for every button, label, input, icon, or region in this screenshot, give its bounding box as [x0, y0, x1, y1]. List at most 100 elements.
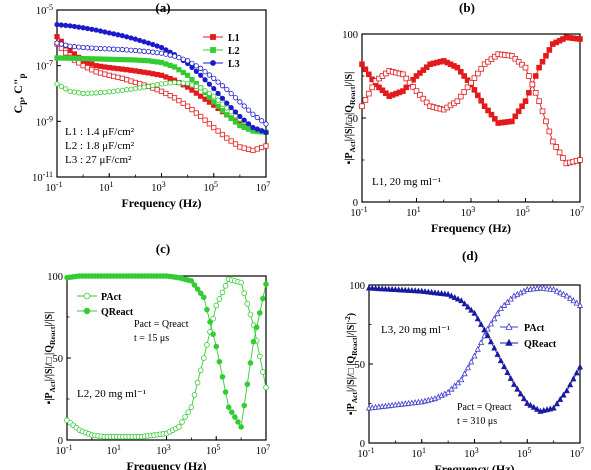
data-point [206, 99, 212, 105]
data-point [491, 315, 498, 322]
data-point [428, 288, 435, 295]
data-point [58, 55, 64, 61]
data-point [504, 369, 511, 376]
data-point [216, 358, 223, 365]
data-point [54, 40, 60, 46]
data-point [532, 90, 539, 96]
data-point [228, 104, 234, 111]
data-point [563, 292, 570, 299]
data-point [124, 57, 130, 63]
data-point [454, 379, 462, 386]
data-point [171, 64, 178, 70]
data-point [475, 92, 481, 99]
data-point [573, 369, 580, 376]
legend-marker [83, 292, 91, 300]
data-point [213, 302, 220, 309]
data-point [71, 89, 78, 95]
data-point [204, 342, 210, 348]
data-point [167, 75, 173, 82]
legend-marker [210, 47, 216, 53]
data-point [492, 116, 498, 122]
legend-marker [210, 60, 216, 66]
data-point [532, 73, 539, 79]
series-c-1 [64, 273, 269, 430]
data-point [141, 69, 147, 75]
data-point [158, 81, 165, 87]
data-point [487, 320, 495, 327]
data-point [438, 290, 445, 297]
data-point [219, 83, 226, 89]
data-point [119, 87, 125, 93]
data-point [189, 60, 195, 66]
data-point [501, 363, 508, 370]
data-point [237, 99, 243, 105]
y-tick-label: 0 [58, 436, 63, 447]
data-point [132, 47, 138, 54]
data-point [89, 45, 95, 51]
y-tick-label: 50 [348, 114, 359, 125]
data-point [539, 108, 546, 115]
data-point [461, 89, 467, 95]
data-point [89, 61, 95, 67]
data-point [232, 119, 239, 125]
equality-annotation: Pact = Qreact [134, 319, 189, 330]
data-point [224, 86, 230, 93]
data-point [451, 382, 458, 389]
data-point [254, 114, 260, 121]
data-point [560, 290, 567, 297]
data-point [119, 57, 125, 63]
data-point [163, 90, 169, 97]
data-point [241, 290, 248, 297]
data-point [549, 138, 556, 145]
data-point [124, 77, 130, 83]
data-point [202, 117, 208, 123]
data-point [97, 56, 104, 62]
data-point [141, 84, 147, 90]
data-point [198, 93, 204, 99]
data-point [537, 284, 544, 291]
data-point [132, 85, 138, 92]
data-point [198, 85, 204, 91]
chart-title-a: (a) [155, 0, 170, 15]
data-point [250, 338, 257, 345]
data-point [366, 90, 372, 97]
time-annotation: t = 310 μs [457, 416, 497, 427]
data-point [247, 311, 254, 318]
data-point [445, 388, 452, 395]
sample-annotation: L2, 20 mg ml⁻¹ [77, 388, 146, 400]
data-point [241, 402, 248, 409]
data-point [245, 126, 252, 132]
data-point [204, 306, 210, 313]
data-point [141, 39, 147, 45]
data-point [182, 414, 188, 420]
data-point [102, 56, 108, 62]
data-point [237, 144, 243, 150]
data-point [102, 89, 108, 95]
data-point [206, 72, 212, 78]
data-point [263, 281, 269, 288]
data-point [171, 79, 178, 86]
data-point [260, 369, 266, 375]
x-tick-label: 105 [204, 180, 219, 194]
data-point [491, 344, 498, 351]
legend-label: L1 [228, 33, 240, 44]
y-tick-label: 100 [342, 30, 358, 41]
data-point [102, 29, 108, 35]
data-point [215, 97, 221, 103]
data-point [63, 55, 69, 61]
data-point [194, 286, 201, 292]
data-point [464, 303, 471, 310]
data-point [362, 66, 369, 73]
y-tick-label: 0 [353, 198, 358, 209]
data-point [106, 56, 112, 62]
data-point [570, 375, 577, 382]
data-point [369, 84, 376, 91]
data-point [461, 370, 468, 377]
data-point [215, 79, 221, 85]
data-point [250, 147, 256, 154]
y-tick-label: 10-7 [36, 59, 53, 73]
x-tick-label: 101 [406, 205, 421, 219]
data-point [154, 43, 160, 49]
data-point [550, 286, 557, 293]
